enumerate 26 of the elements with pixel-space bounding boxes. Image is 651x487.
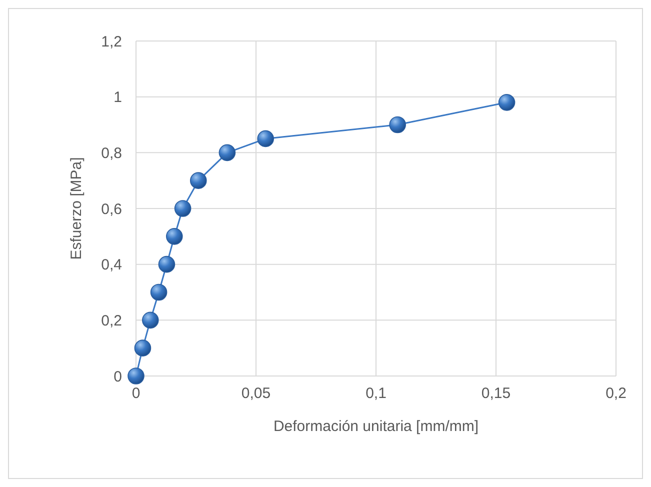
x-tick-label: 0,1	[366, 385, 386, 402]
point	[257, 130, 274, 148]
point	[166, 228, 183, 245]
x-tick-label: 0,15	[481, 385, 511, 402]
point	[158, 256, 176, 273]
point	[498, 94, 516, 111]
point	[128, 368, 144, 384]
x-tick-label: 0,05	[241, 385, 271, 402]
point	[174, 200, 192, 217]
y-tick-label: 0,8	[101, 144, 122, 162]
y-tick-label: 0,2	[101, 312, 122, 330]
point	[142, 312, 159, 329]
point	[190, 172, 207, 189]
x-tick-label: 0,2	[606, 385, 626, 402]
y-tick-label: 1,2	[101, 33, 122, 50]
x-tick-label: 0	[132, 385, 140, 402]
point	[389, 116, 406, 134]
point	[134, 340, 152, 356]
y-axis-title: Esfuerzo [MPa]	[68, 157, 85, 260]
y-tick-label: 1	[114, 89, 122, 106]
y-tick-label: 0,6	[101, 200, 122, 218]
point	[150, 284, 168, 301]
x-axis-title: Deformación unitaria [mm/mm]	[273, 418, 479, 435]
point	[218, 144, 236, 162]
y-tick-label: 0	[114, 368, 122, 386]
y-tick-label: 0,4	[101, 256, 122, 274]
